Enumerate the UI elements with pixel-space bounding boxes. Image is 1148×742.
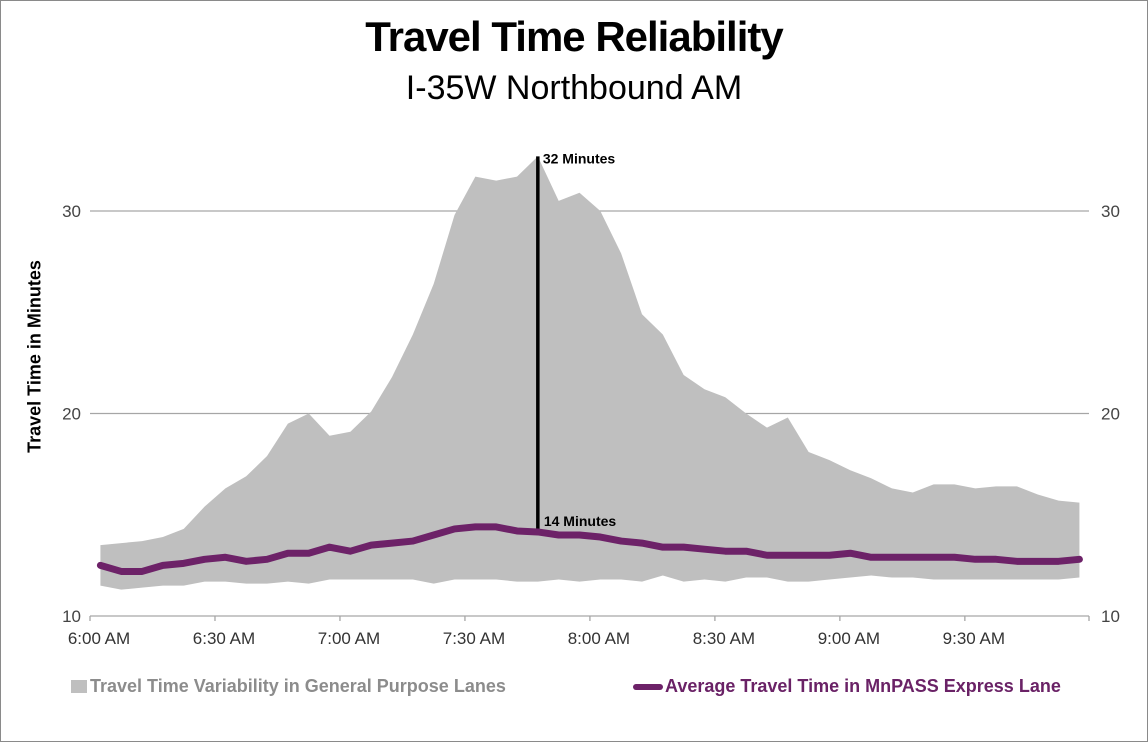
annotation-top-label: 32 Minutes xyxy=(543,150,616,166)
y-tick-label-right: 10 xyxy=(1101,607,1120,626)
chart-subtitle: I-35W Northbound AM xyxy=(405,69,743,107)
x-tick-label: 8:30 AM xyxy=(693,629,755,648)
legend-swatch-area xyxy=(71,680,87,693)
x-tick-label: 6:00 AM xyxy=(68,629,130,648)
legend-label: Travel Time Variability in General Purpo… xyxy=(90,676,506,696)
x-tick-label: 9:00 AM xyxy=(818,629,880,648)
y-tick-label-right: 20 xyxy=(1101,405,1120,424)
y-tick-label-left: 30 xyxy=(62,202,81,221)
x-tick-label: 6:30 AM xyxy=(193,629,255,648)
x-tick-label: 7:00 AM xyxy=(318,629,380,648)
x-tick-label: 8:00 AM xyxy=(568,629,630,648)
legend-label: Average Travel Time in MnPASS Express La… xyxy=(665,676,1061,696)
legend-swatch-line xyxy=(633,683,663,690)
chart-title: Travel Time Reliability xyxy=(365,13,783,60)
x-tick-label: 9:30 AM xyxy=(943,629,1005,648)
legend-item-mnpass: Average Travel Time in MnPASS Express La… xyxy=(633,676,1061,697)
y-tick-label-left: 10 xyxy=(62,607,81,626)
legend-item-variability: Travel Time Variability in General Purpo… xyxy=(71,676,506,697)
annotation-bottom-label: 14 Minutes xyxy=(544,513,617,529)
mnpass-line xyxy=(96,523,1083,575)
variability-band xyxy=(100,156,1080,590)
y-tick-label-left: 20 xyxy=(62,405,81,424)
x-tick-label: 7:30 AM xyxy=(443,629,505,648)
y-tick-label-right: 30 xyxy=(1101,202,1120,221)
